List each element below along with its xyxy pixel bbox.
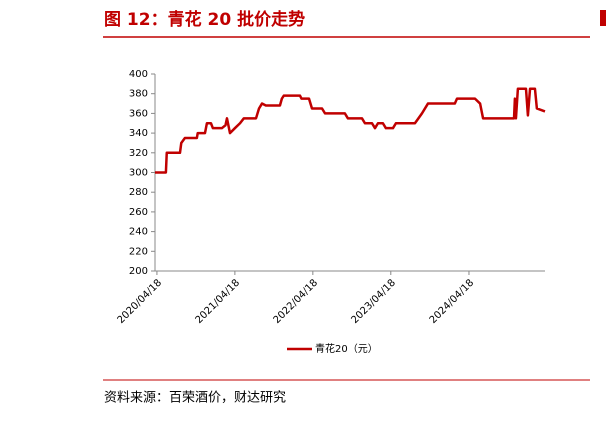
y-tick-label: 400 <box>129 69 148 80</box>
y-tick-label: 220 <box>129 246 148 257</box>
y-tick-label: 320 <box>129 148 148 159</box>
y-tick-label: 240 <box>129 227 148 238</box>
x-tick-label: 2021/04/18 <box>194 277 243 326</box>
x-tick-label: 2024/04/18 <box>428 277 477 326</box>
x-tick-label: 2022/04/18 <box>272 277 321 326</box>
y-tick-label: 360 <box>129 108 148 119</box>
legend-label: 青花20（元） <box>315 342 378 355</box>
chart-title: 图 12：青花 20 批价走势 <box>104 9 305 30</box>
y-tick-label: 280 <box>129 187 148 198</box>
source-note: 资料来源：百荣酒价，财达研究 <box>104 391 286 406</box>
next-title-edge <box>600 10 606 26</box>
y-tick-label: 340 <box>129 128 148 139</box>
y-tick-label: 260 <box>129 207 148 218</box>
y-tick-label: 380 <box>129 89 148 100</box>
x-tick-label: 2020/04/18 <box>116 277 165 326</box>
y-tick-label: 300 <box>129 168 148 179</box>
y-tick-label: 200 <box>129 266 148 277</box>
x-tick-label: 2023/04/18 <box>350 277 399 326</box>
price-line <box>155 87 546 174</box>
